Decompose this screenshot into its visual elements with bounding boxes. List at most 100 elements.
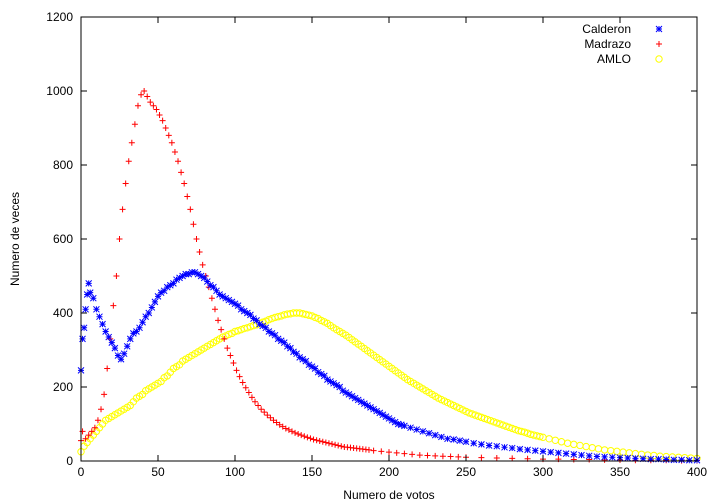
data-point (287, 344, 294, 352)
data-point (333, 381, 340, 389)
data-point (80, 324, 88, 332)
data-point (431, 431, 439, 439)
data-point (455, 453, 462, 460)
data-point (274, 335, 282, 343)
data-point (345, 391, 353, 398)
data-point (539, 448, 547, 455)
data-point (290, 348, 297, 356)
data-point (393, 449, 400, 456)
data-point (175, 158, 182, 165)
data-point (361, 400, 368, 408)
data-point (171, 149, 178, 156)
data-point (173, 276, 180, 284)
data-point (330, 379, 337, 387)
data-point (178, 169, 185, 176)
y-axis-label: Numero de veces (8, 192, 22, 286)
data-point (256, 320, 263, 328)
data-point (255, 402, 262, 409)
tick-labels: 0 50 100 150 200 250 300 350 400 0 200 400 600 800 100… (46, 10, 707, 479)
series-madrazo (78, 88, 700, 464)
data-point (462, 438, 470, 446)
data-point (153, 106, 160, 113)
data-point (465, 409, 473, 417)
data-point (234, 327, 242, 335)
data-point (425, 429, 433, 437)
data-point (160, 287, 168, 295)
data-point (271, 331, 279, 339)
data-point (277, 337, 285, 345)
data-point (678, 456, 685, 464)
data-point (268, 329, 276, 337)
data-point (170, 280, 177, 287)
data-point (279, 423, 286, 430)
data-point (247, 311, 254, 319)
data-point (438, 433, 445, 441)
data-point (113, 273, 120, 279)
data-point (225, 296, 233, 304)
data-point (562, 450, 570, 457)
y-tick-label: 200 (53, 380, 73, 394)
x-tick-label: 400 (687, 465, 707, 479)
data-point (96, 313, 103, 321)
data-point (187, 206, 194, 213)
data-point (273, 419, 280, 426)
data-point (505, 423, 513, 432)
data-point (570, 450, 578, 458)
data-point (213, 287, 220, 295)
data-point (313, 437, 320, 444)
data-point (391, 418, 399, 426)
data-point (555, 449, 562, 457)
data-point (647, 455, 655, 463)
data-point (253, 317, 260, 324)
y-tick-label: 600 (53, 232, 73, 246)
data-point (407, 424, 414, 432)
data-point (224, 345, 231, 352)
data-point (225, 330, 233, 339)
data-point (397, 421, 405, 429)
data-point (485, 442, 493, 449)
data-point (219, 292, 227, 300)
data-point (632, 455, 639, 462)
data-point (83, 291, 91, 298)
data-point (477, 413, 486, 422)
data-point (357, 398, 365, 406)
y-tick-label: 1000 (46, 84, 73, 98)
legend-markers (655, 25, 663, 63)
data-point (222, 294, 230, 302)
data-point (471, 411, 479, 419)
data-point (298, 432, 305, 439)
data-point (88, 428, 95, 435)
data-point (203, 278, 211, 285)
data-point (288, 428, 295, 435)
data-point (86, 289, 94, 297)
axis-ticks (80, 16, 698, 462)
data-point (262, 324, 270, 332)
data-point (133, 328, 140, 335)
data-point (104, 365, 111, 372)
data-point (151, 298, 159, 306)
data-point (176, 274, 183, 282)
data-point (385, 415, 393, 422)
data-point (215, 317, 222, 324)
data-point (296, 354, 304, 361)
data-point (157, 289, 165, 297)
data-point (367, 403, 374, 411)
data-point (304, 434, 311, 441)
data-point (585, 452, 593, 460)
data-point (116, 236, 123, 242)
data-point (509, 455, 516, 462)
data-point (156, 112, 163, 119)
data-point (99, 320, 106, 328)
data-point (388, 416, 396, 424)
data-point (188, 268, 196, 276)
data-point (373, 407, 381, 415)
legend: Calderon Madrazo AMLO (582, 22, 663, 66)
data-point (82, 305, 89, 313)
data-point (285, 426, 292, 433)
data-point (101, 391, 108, 398)
data-point (639, 455, 647, 463)
data-point (144, 93, 151, 100)
data-point (98, 406, 105, 413)
data-point (85, 432, 92, 439)
data-point (239, 379, 246, 386)
